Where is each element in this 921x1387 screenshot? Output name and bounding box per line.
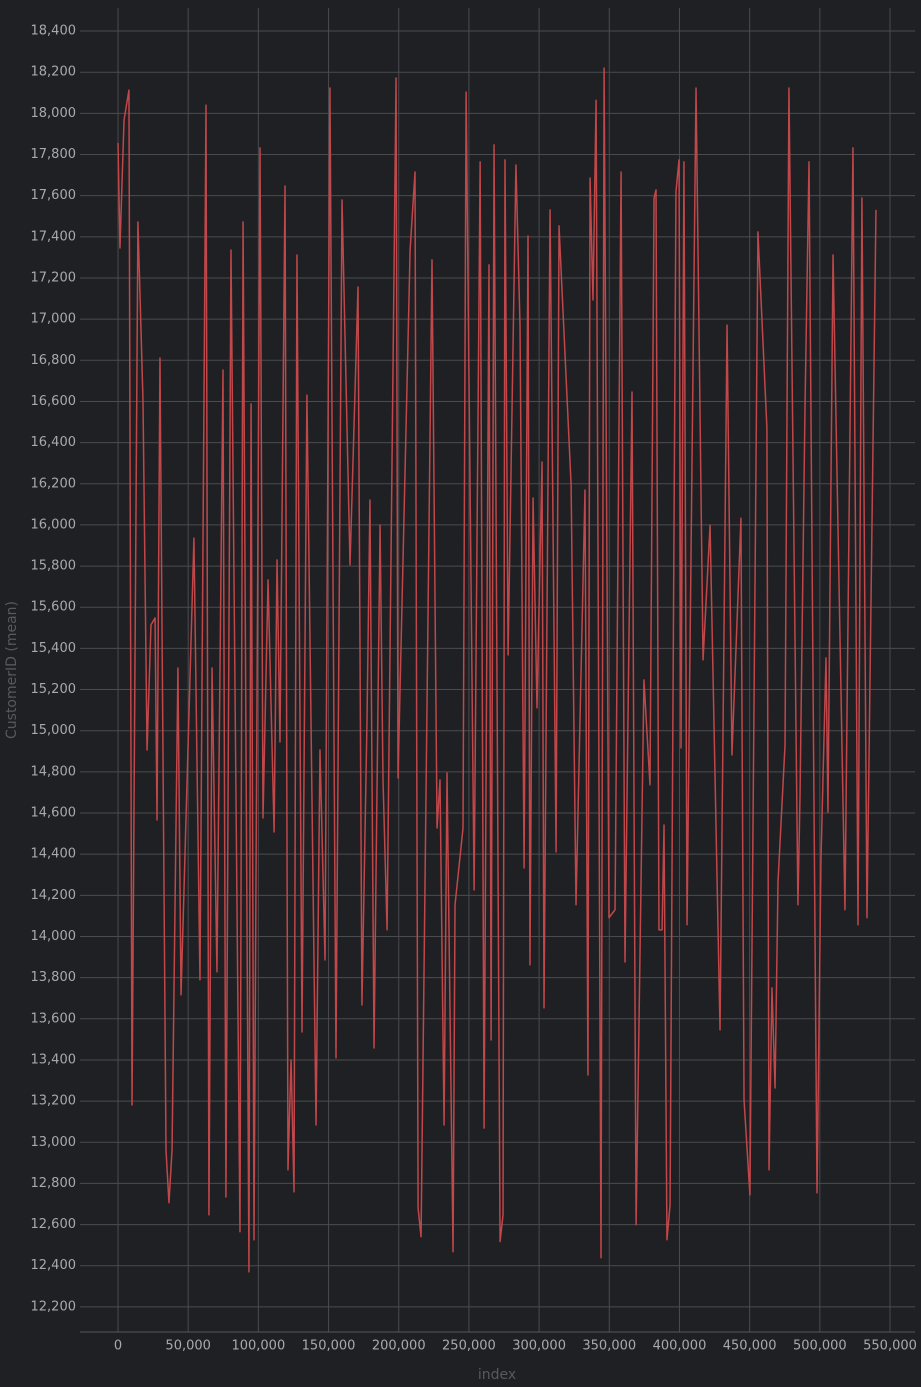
- y-tick-label: 17,400: [31, 229, 77, 244]
- y-tick-label: 18,400: [31, 24, 77, 39]
- x-tick-label: 500,000: [793, 1339, 847, 1354]
- x-tick-label: 550,000: [863, 1339, 917, 1354]
- y-tick-label: 14,600: [31, 806, 77, 821]
- x-tick-label: 250,000: [442, 1339, 496, 1354]
- y-axis-title: CustomerID (mean): [4, 601, 20, 739]
- y-tick-label: 14,000: [31, 929, 77, 944]
- y-tick-label: 17,000: [31, 312, 77, 327]
- y-tick-label: 16,000: [31, 517, 77, 532]
- x-tick-label: 0: [114, 1339, 122, 1354]
- y-tick-label: 18,000: [31, 106, 77, 121]
- y-tick-label: 16,800: [31, 353, 77, 368]
- y-tick-label: 14,200: [31, 888, 77, 903]
- y-tick-label: 13,600: [31, 1011, 77, 1026]
- y-tick-label: 14,800: [31, 764, 77, 779]
- x-tick-label: 300,000: [512, 1339, 566, 1354]
- y-tick-label: 16,200: [31, 476, 77, 491]
- y-tick-label: 12,800: [31, 1176, 77, 1191]
- x-tick-label: 450,000: [723, 1339, 777, 1354]
- y-tick-label: 12,200: [31, 1299, 77, 1314]
- y-tick-label: 16,600: [31, 394, 77, 409]
- y-tick-label: 18,200: [31, 65, 77, 80]
- x-axis-title: index: [478, 1367, 516, 1383]
- y-tick-label: 15,800: [31, 559, 77, 574]
- x-tick-label: 150,000: [302, 1339, 356, 1354]
- y-tick-label: 15,600: [31, 600, 77, 615]
- x-tick-label: 350,000: [582, 1339, 636, 1354]
- x-tick-label: 50,000: [165, 1339, 211, 1354]
- data-line: [117, 67, 877, 1273]
- x-tick-label: 400,000: [653, 1339, 707, 1354]
- x-tick-label: 100,000: [231, 1339, 285, 1354]
- y-tick-label: 12,400: [31, 1258, 77, 1273]
- y-tick-label: 15,400: [31, 641, 77, 656]
- y-tick-label: 16,400: [31, 435, 77, 450]
- y-tick-label: 15,200: [31, 682, 77, 697]
- y-tick-label: 15,000: [31, 723, 77, 738]
- y-tick-label: 14,400: [31, 847, 77, 862]
- y-tick-label: 13,200: [31, 1094, 77, 1109]
- y-tick-label: 13,800: [31, 970, 77, 985]
- y-tick-label: 17,600: [31, 188, 77, 203]
- y-tick-label: 17,200: [31, 270, 77, 285]
- y-tick-label: 17,800: [31, 147, 77, 162]
- y-tick-label: 13,400: [31, 1052, 77, 1067]
- y-tick-label: 13,000: [31, 1135, 77, 1150]
- y-tick-label: 12,600: [31, 1217, 77, 1232]
- x-tick-label: 200,000: [372, 1339, 426, 1354]
